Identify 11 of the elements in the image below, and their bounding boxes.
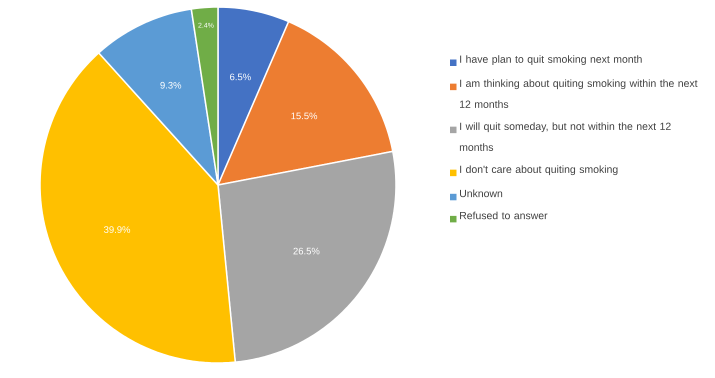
- legend-label: I will quit someday, but not within the next 12 months: [460, 122, 671, 151]
- data-label: 15.5%: [291, 112, 318, 120]
- legend-label: I have plan to quit smoking next month: [460, 55, 642, 65]
- legend-label: Refused to answer: [460, 212, 548, 220]
- data-label: 6.5%: [230, 74, 251, 80]
- data-label: 26.5%: [293, 248, 320, 254]
- legend-label: Unknown: [460, 190, 502, 198]
- legend-label: I am thinking about quiting smoking within the next 12 months: [460, 79, 698, 108]
- data-label: 39.9%: [104, 226, 130, 233]
- data-label: 9.3%: [160, 82, 182, 89]
- legend-label: I don't care about quiting smoking: [460, 165, 618, 176]
